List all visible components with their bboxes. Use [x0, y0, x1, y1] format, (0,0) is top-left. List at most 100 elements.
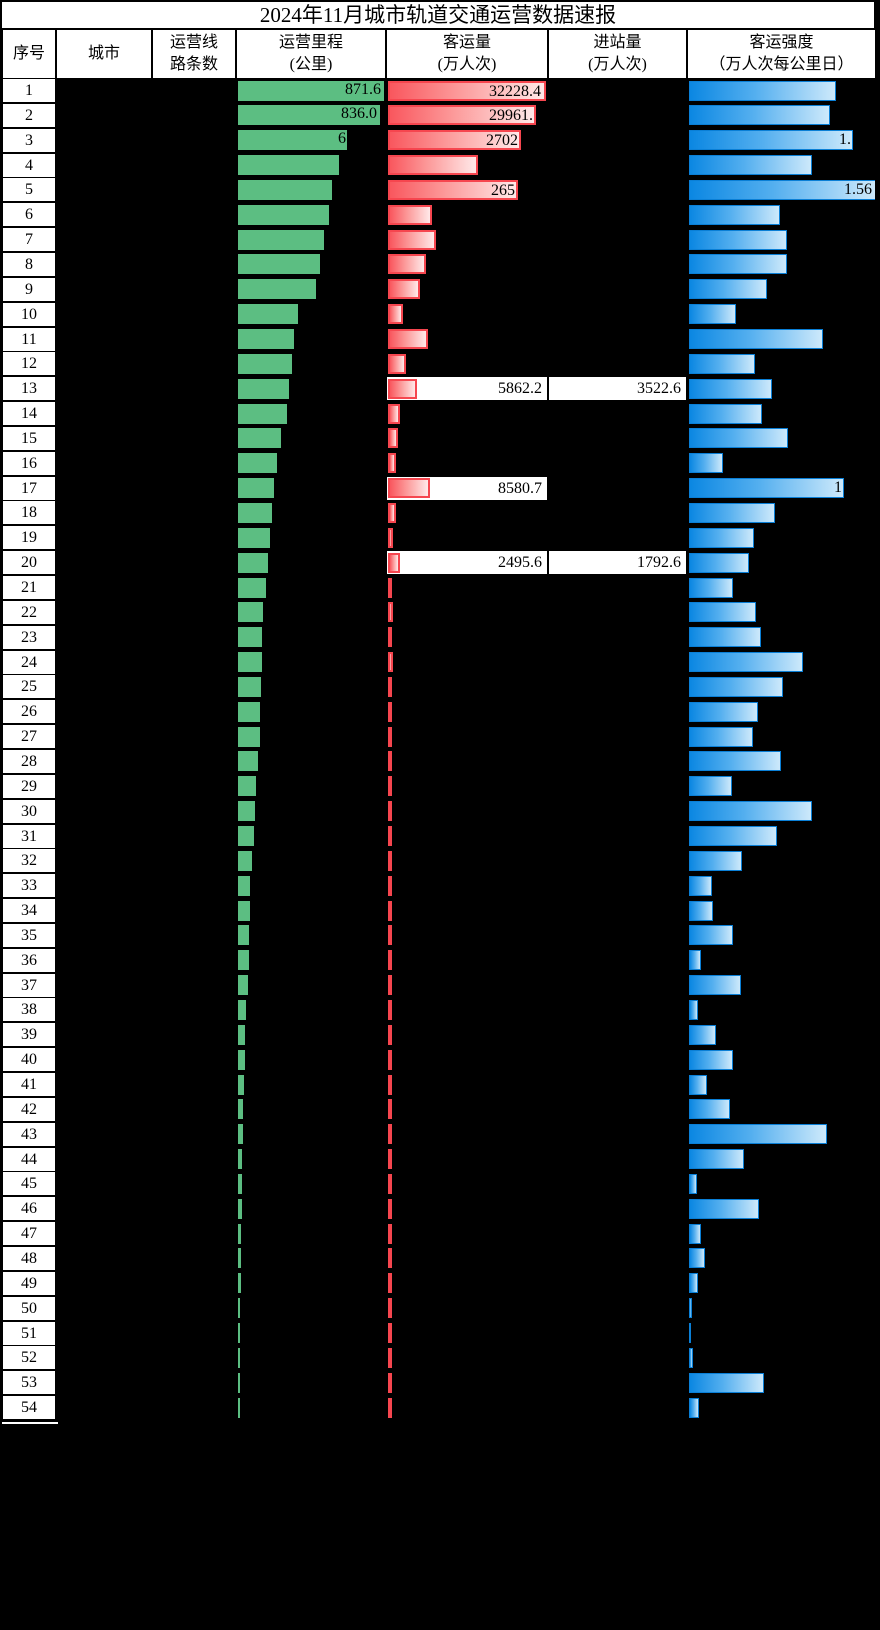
cell-lines-count — [153, 725, 235, 749]
cell-index: 25 — [3, 675, 55, 699]
header-cell-passengers: 客运量 (万人次) — [387, 30, 547, 78]
mileage-bar — [238, 1074, 244, 1095]
cell-mileage — [237, 402, 385, 426]
cell-lines-count — [153, 153, 235, 177]
cell-mileage — [237, 1097, 385, 1121]
cell-entries — [549, 824, 686, 848]
intensity-bar — [689, 155, 812, 176]
cell-entries — [549, 1321, 686, 1345]
cell-passengers: 2495.6 — [387, 551, 547, 575]
header-label-intensity-line2: （万人次每公里日） — [709, 56, 854, 73]
cell-index: 47 — [3, 1222, 55, 1246]
cell-passengers — [387, 153, 547, 177]
intensity-bar — [689, 950, 701, 971]
cell-lines-count — [153, 1396, 235, 1420]
intensity-bar — [689, 999, 698, 1020]
cell-mileage — [237, 451, 385, 475]
header-label-lines_count-line2: 路条数 — [169, 56, 218, 73]
cell-lines-count — [153, 849, 235, 873]
cell-city — [57, 600, 151, 624]
cell-city — [57, 1296, 151, 1320]
table-row: 45 — [3, 1172, 875, 1196]
passengers-bar — [388, 502, 396, 523]
cell-passengers — [387, 277, 547, 301]
mileage-bar — [238, 676, 261, 697]
cell-mileage — [237, 1246, 385, 1270]
cell-mileage — [237, 551, 385, 575]
passengers-bar — [388, 1248, 392, 1269]
cell-intensity — [688, 79, 875, 102]
cell-lines-count — [153, 402, 235, 426]
intensity-bar — [689, 1298, 692, 1319]
intensity-value: 1.56 — [844, 180, 872, 198]
intensity-bar — [689, 1173, 697, 1194]
cell-intensity — [688, 1346, 875, 1370]
table-bottom-border — [2, 1422, 58, 1424]
cell-mileage — [237, 1172, 385, 1196]
cell-entries — [549, 1197, 686, 1221]
passengers-bar: 2702 — [388, 130, 521, 151]
cell-lines-count — [153, 625, 235, 649]
mileage-bar — [238, 453, 277, 474]
cell-entries — [549, 700, 686, 724]
intensity-bar — [689, 975, 741, 996]
cell-index: 50 — [3, 1296, 55, 1320]
cell-intensity: 1. — [688, 128, 875, 152]
cell-city — [57, 625, 151, 649]
cell-entries — [549, 1172, 686, 1196]
passengers-bar — [388, 453, 396, 474]
cell-passengers — [387, 1321, 547, 1345]
mileage-bar: 871.6 — [238, 80, 384, 101]
cell-passengers: 32228.4 — [387, 79, 547, 102]
cell-mileage — [237, 1222, 385, 1246]
cell-passengers — [387, 899, 547, 923]
cell-index: 51 — [3, 1321, 55, 1345]
cell-intensity — [688, 899, 875, 923]
cell-intensity — [688, 526, 875, 550]
mileage-bar: 836.0 — [238, 105, 380, 126]
mileage-bar — [238, 776, 256, 797]
mileage-bar — [238, 279, 316, 300]
passengers-bar — [388, 1198, 392, 1219]
intensity-bar — [689, 552, 749, 573]
passengers-bar — [388, 726, 392, 747]
cell-intensity — [688, 1097, 875, 1121]
intensity-bar — [689, 602, 756, 623]
passengers-bar — [388, 900, 392, 921]
passengers-bar — [388, 950, 392, 971]
passengers-bar: 29961. — [388, 105, 536, 126]
cell-index: 16 — [3, 451, 55, 475]
cell-entries — [549, 203, 686, 227]
table-row: 53 — [3, 1371, 875, 1395]
cell-city — [57, 1246, 151, 1270]
cell-index: 5 — [3, 178, 55, 202]
mileage-bar — [238, 353, 292, 374]
table-row: 13 5862.2 3522.6 — [3, 377, 875, 401]
passengers-bar — [388, 801, 392, 822]
table-row: 4 — [3, 153, 875, 177]
cell-passengers — [387, 1346, 547, 1370]
cell-city — [57, 426, 151, 450]
cell-entries — [549, 1122, 686, 1146]
cell-intensity — [688, 1321, 875, 1345]
cell-mileage — [237, 774, 385, 798]
cell-intensity — [688, 973, 875, 997]
cell-city — [57, 203, 151, 227]
cell-mileage — [237, 526, 385, 550]
cell-entries — [549, 576, 686, 599]
cell-passengers — [387, 1122, 547, 1146]
cell-entries — [549, 849, 686, 873]
cell-passengers — [387, 874, 547, 898]
passengers-bar — [388, 1273, 392, 1294]
cell-passengers — [387, 501, 547, 525]
cell-intensity — [688, 302, 875, 326]
intensity-bar — [689, 1372, 764, 1393]
cell-city — [57, 923, 151, 947]
passengers-bar — [388, 204, 432, 225]
intensity-bar — [689, 676, 783, 697]
intensity-bar — [689, 1248, 705, 1269]
cell-passengers — [387, 1371, 547, 1395]
passengers-bar — [388, 602, 393, 623]
intensity-bar — [689, 353, 755, 374]
passengers-bar — [388, 1149, 392, 1170]
